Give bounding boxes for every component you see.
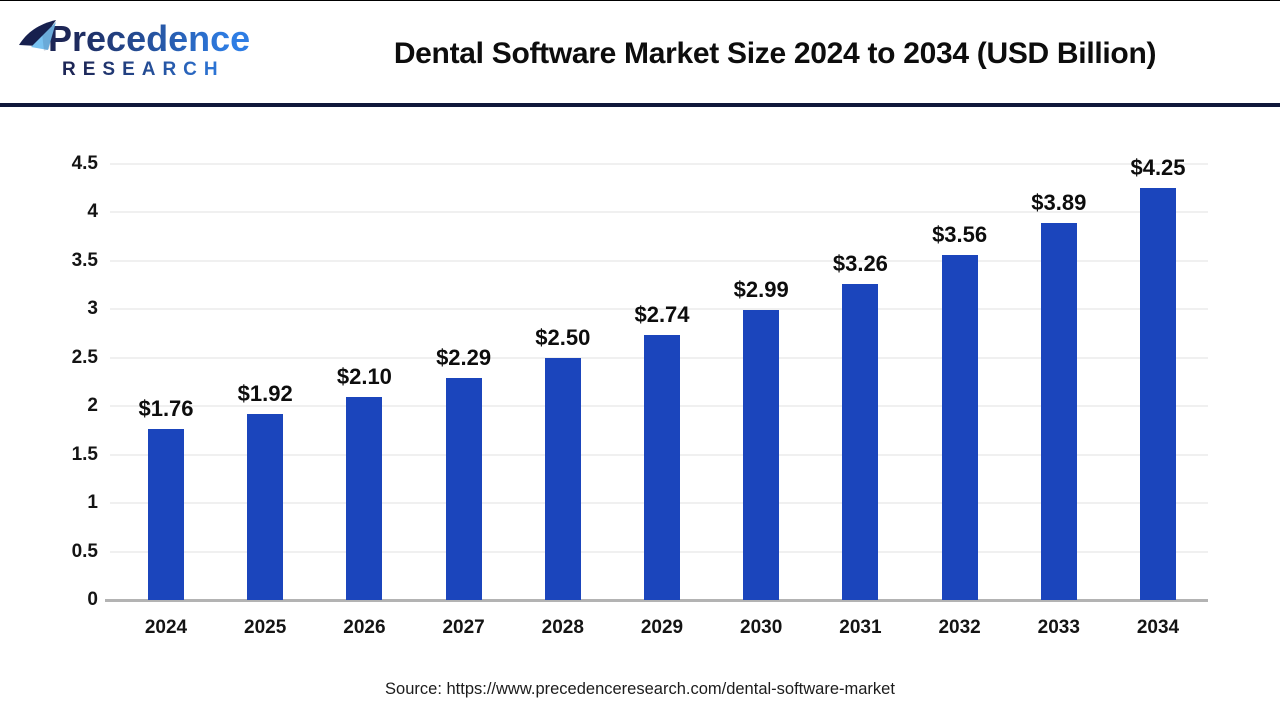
x-tick-label: 2026 xyxy=(343,617,386,638)
bar xyxy=(743,310,780,600)
bar-value-label: $3.56 xyxy=(932,222,988,247)
bar-value-label: $2.10 xyxy=(336,364,392,389)
y-tick-label: 1.5 xyxy=(71,443,98,465)
bar xyxy=(842,284,879,600)
y-tick-label: 3.5 xyxy=(71,249,98,271)
x-tick-label: 2027 xyxy=(442,617,485,638)
bar-value-label: $2.74 xyxy=(634,302,690,327)
x-tick-label: 2029 xyxy=(640,617,684,638)
x-tick-label: 2030 xyxy=(740,617,783,638)
bar-value-label: $2.99 xyxy=(733,277,789,302)
header-divider xyxy=(0,103,1280,107)
gridline xyxy=(110,259,1208,262)
bar xyxy=(148,429,184,600)
bar xyxy=(644,335,680,600)
bar xyxy=(544,358,581,600)
gridline xyxy=(110,308,1208,311)
gridline xyxy=(110,163,1208,165)
bar-value-label: $3.26 xyxy=(832,251,888,276)
y-tick-label: 0 xyxy=(87,589,98,610)
bar-value-label: $2.50 xyxy=(535,325,591,350)
brand-name: Precedence xyxy=(48,18,251,59)
brand-logo-text: Precedence RESEARCH xyxy=(48,19,250,81)
bar-value-label: $3.89 xyxy=(1031,190,1087,215)
x-tick-label: 2034 xyxy=(1136,617,1180,638)
y-tick-label: 0.5 xyxy=(71,540,98,562)
x-tick-label: 2028 xyxy=(541,617,584,638)
x-tick-label: 2025 xyxy=(244,617,287,638)
brand-logo: Precedence RESEARCH xyxy=(18,19,250,81)
bar xyxy=(346,397,383,600)
bar xyxy=(1140,188,1176,600)
y-tick-label: 4 xyxy=(87,201,98,223)
brand-subtitle: RESEARCH xyxy=(62,59,250,81)
bar xyxy=(247,414,284,600)
y-tick-label: 4.5 xyxy=(71,153,98,174)
x-tick-label: 2031 xyxy=(839,617,882,638)
bar-value-label: $1.76 xyxy=(138,396,194,421)
bar-value-label: $4.25 xyxy=(1130,155,1186,180)
x-axis-line xyxy=(105,599,1208,602)
y-tick-label: 2.5 xyxy=(71,346,98,368)
gridline xyxy=(110,211,1208,214)
x-tick-label: 2024 xyxy=(144,617,188,638)
y-tick-label: 3 xyxy=(87,298,98,320)
y-tick-label: 1 xyxy=(87,492,98,514)
bar xyxy=(1040,223,1077,600)
bar-value-label: $1.92 xyxy=(237,381,293,406)
y-tick-label: 2 xyxy=(87,395,98,417)
source-attribution: Source: https://www.precedenceresearch.c… xyxy=(385,680,895,698)
brand-logo-icon xyxy=(18,19,60,69)
x-tick-label: 2033 xyxy=(1037,617,1080,638)
bar-value-label: $2.29 xyxy=(436,345,492,370)
bar xyxy=(445,378,482,600)
page-title: Dental Software Market Size 2024 to 2034… xyxy=(393,37,1157,70)
x-tick-label: 2032 xyxy=(938,617,981,638)
bar xyxy=(941,255,978,600)
